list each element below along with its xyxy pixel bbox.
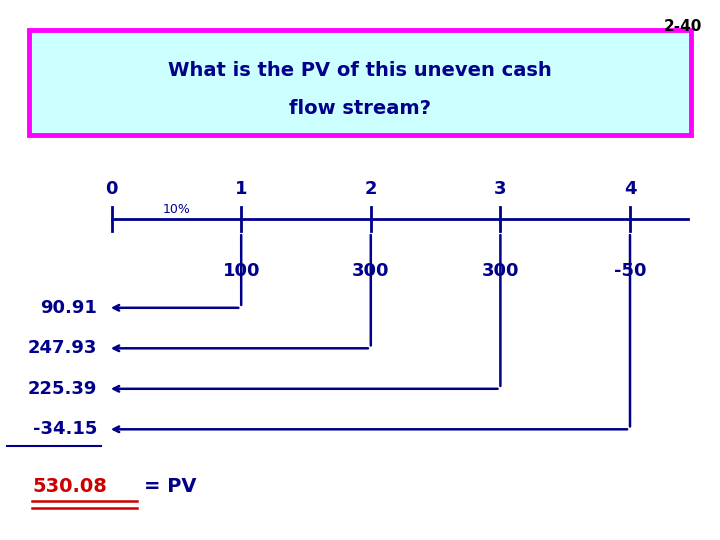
Text: 1: 1 <box>235 180 248 198</box>
Text: 4: 4 <box>624 180 636 198</box>
Text: 300: 300 <box>352 262 390 280</box>
FancyBboxPatch shape <box>29 30 691 135</box>
Text: 90.91: 90.91 <box>40 299 97 317</box>
Text: 100: 100 <box>222 262 260 280</box>
Text: 530.08: 530.08 <box>32 476 107 496</box>
Text: 2-40: 2-40 <box>664 19 702 34</box>
Text: 10%: 10% <box>163 203 190 216</box>
Text: -50: -50 <box>613 262 647 280</box>
Text: -34.15: -34.15 <box>33 420 97 438</box>
Text: = PV: = PV <box>144 476 197 496</box>
Text: 2: 2 <box>364 180 377 198</box>
Text: What is the PV of this uneven cash: What is the PV of this uneven cash <box>168 60 552 80</box>
Text: flow stream?: flow stream? <box>289 98 431 118</box>
Text: 3: 3 <box>494 180 507 198</box>
Text: 247.93: 247.93 <box>28 339 97 357</box>
Text: 300: 300 <box>482 262 519 280</box>
Text: 225.39: 225.39 <box>28 380 97 398</box>
Text: 0: 0 <box>105 180 118 198</box>
